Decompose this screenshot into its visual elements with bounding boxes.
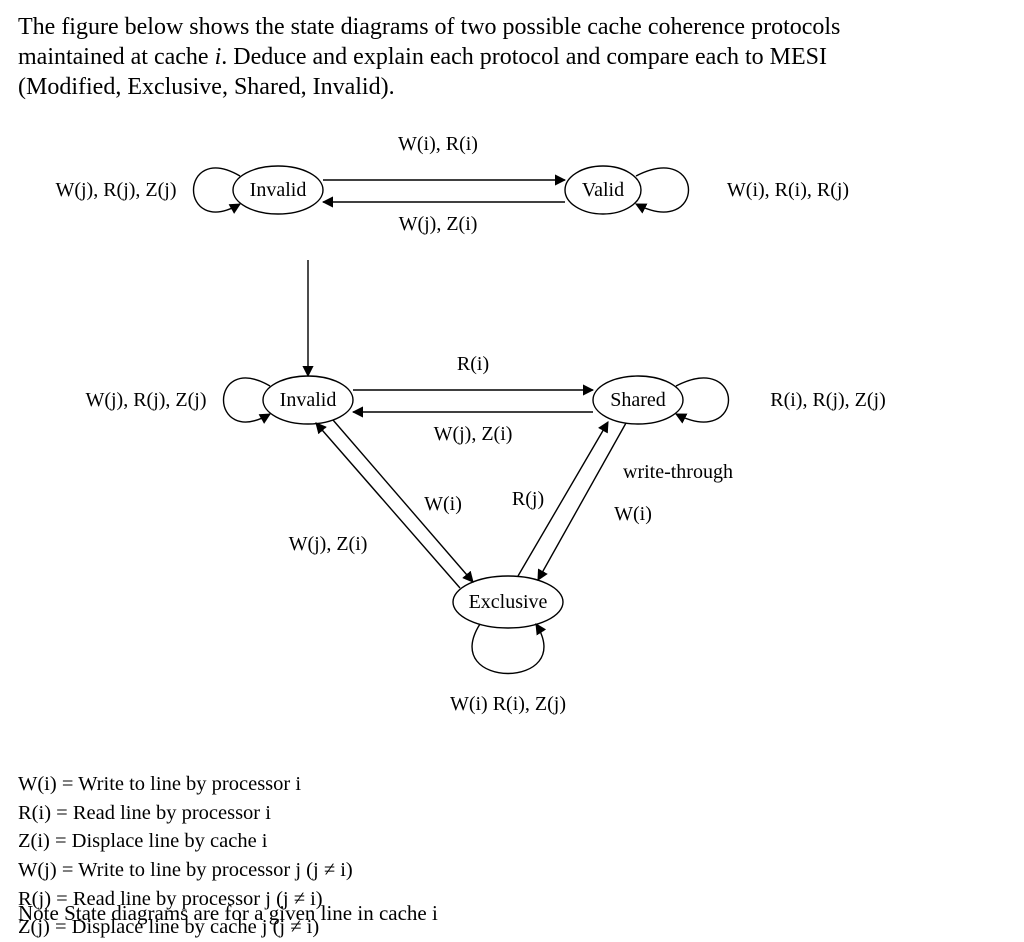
legend-row: Z(i) = Displace line by cache i — [18, 827, 1006, 856]
legend-row: W(i) = Write to line by processor i — [18, 770, 1006, 799]
node-shared-2-label: Shared — [610, 389, 666, 411]
legend-row: R(i) = Read line by processor i — [18, 799, 1006, 828]
diagram-2state: Invalid Valid W(j), R(j), Z(j) W(i), R(i… — [55, 133, 849, 235]
edge-inv-self-2-label: W(j), R(j), Z(j) — [85, 389, 206, 411]
prompt-line1c: . Deduce and explain each protocol and c… — [221, 44, 827, 70]
node-invalid-2-label: Invalid — [280, 389, 337, 411]
edge-valid-to-inv-label: W(j), Z(i) — [399, 213, 478, 235]
state-diagrams: Invalid Valid W(j), R(j), Z(j) W(i), R(i… — [18, 110, 1006, 750]
diagram-svg: Invalid Valid W(j), R(j), Z(j) W(i), R(i… — [18, 110, 1006, 750]
edge-inv-to-shr-label: R(i) — [457, 353, 489, 375]
edge-inv-self-1-label: W(j), R(j), Z(j) — [55, 179, 176, 201]
edge-shr-self-2 — [676, 378, 729, 422]
prompt-line2: (Modified, Exclusive, Shared, Invalid). — [18, 74, 395, 100]
edge-exc-to-inv-label: W(j), Z(i) — [289, 533, 368, 555]
edge-exc-self-2-label: W(i) R(i), Z(j) — [450, 693, 566, 715]
legend-row: W(j) = Write to line by processor j (j ≠… — [18, 856, 1006, 885]
edge-valid-self-1 — [636, 168, 689, 212]
node-exclusive-2-label: Exclusive — [469, 591, 548, 613]
problem-prompt: The figure below shows the state diagram… — [18, 12, 1006, 102]
prompt-line1a: The figure below shows the state diagram… — [18, 14, 840, 40]
node-valid-1-label: Valid — [582, 179, 624, 201]
edge-exc-self-2 — [472, 624, 544, 674]
footnote: Note State diagrams are for a given line… — [18, 901, 438, 926]
edge-shr-to-exc-note: write-through — [623, 461, 733, 483]
edge-inv-to-exc-label: W(i) — [424, 493, 462, 515]
edge-valid-self-1-label: W(i), R(i), R(j) — [727, 179, 849, 201]
edge-shr-to-exc — [538, 423, 626, 580]
node-invalid-1-label: Invalid — [250, 179, 307, 201]
edge-shr-to-inv-label: W(j), Z(i) — [434, 423, 513, 445]
prompt-line1b: maintained at cache — [18, 44, 215, 70]
edge-inv-to-valid-label: W(i), R(i) — [398, 133, 478, 155]
edge-shr-self-2-label: R(i), R(j), Z(j) — [770, 389, 886, 411]
edge-shr-to-exc-label: W(i) — [614, 503, 652, 525]
edge-exc-to-shr-label: R(j) — [512, 488, 544, 510]
diagram-3state: Invalid Shared Exclusive W(j), R(j), Z(j… — [85, 353, 885, 715]
